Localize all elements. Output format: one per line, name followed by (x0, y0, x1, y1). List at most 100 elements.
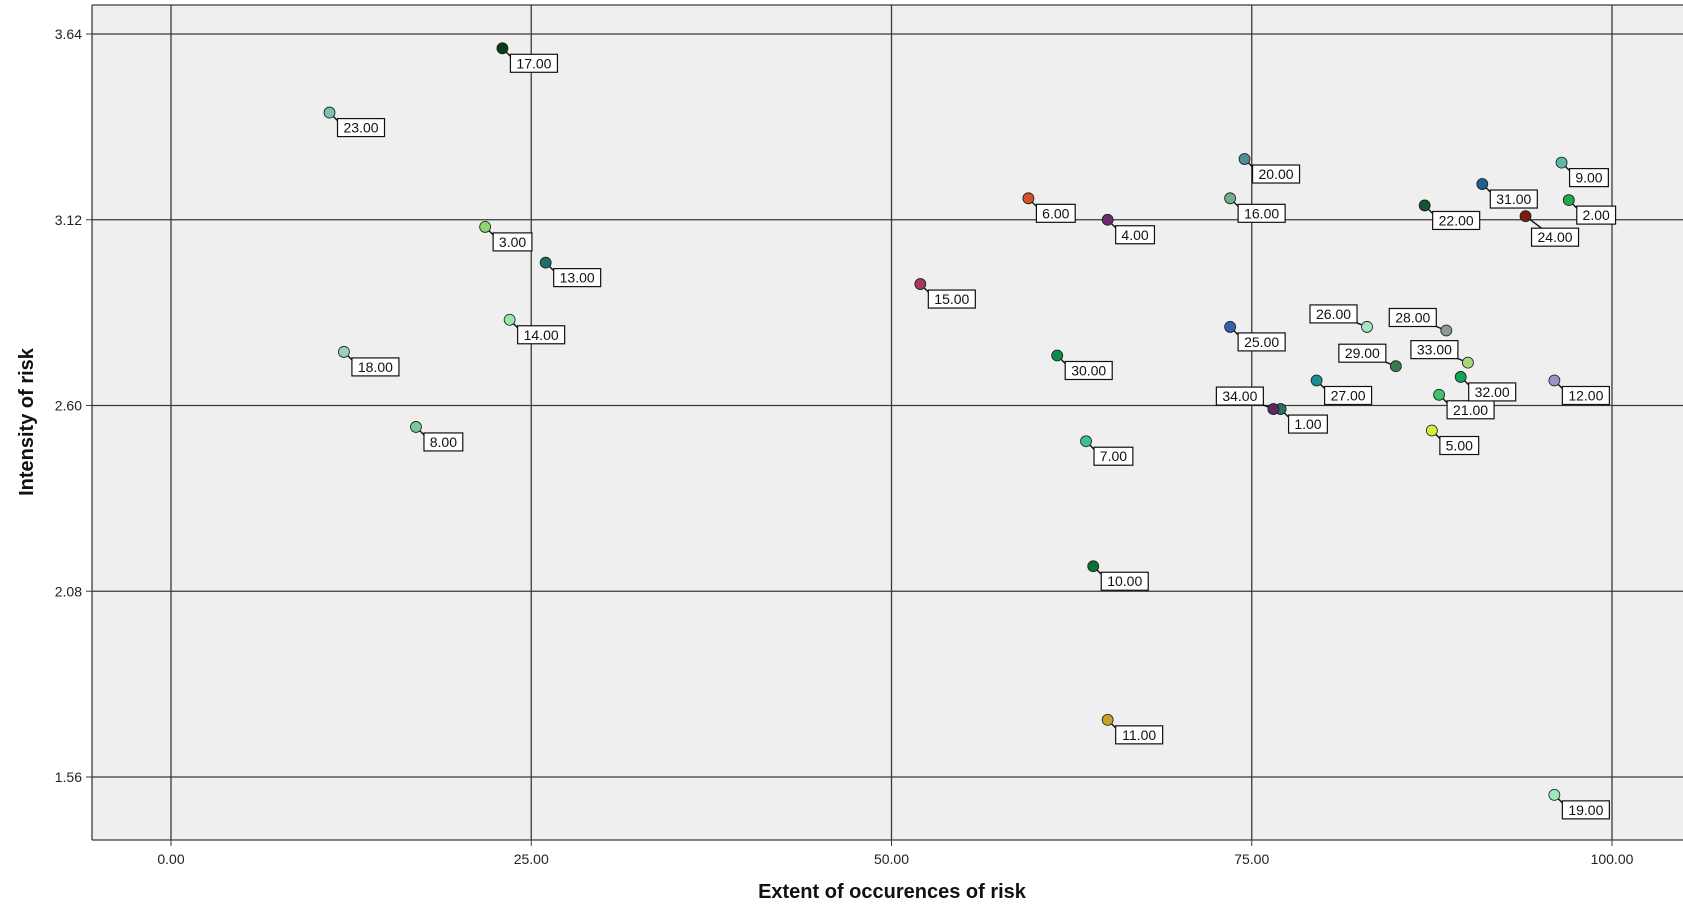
point-marker (1476, 178, 1489, 190)
data-point: 24.00 (1519, 210, 1580, 247)
data-point: 30.00 (1051, 349, 1113, 381)
point-marker (496, 42, 509, 55)
point-marker (479, 220, 492, 233)
point-marker (338, 346, 350, 358)
point-label-box (1115, 225, 1156, 245)
point-label: 34.00 (1222, 388, 1257, 404)
point-marker (1080, 435, 1092, 448)
y-tick-label: 2.08 (55, 583, 82, 599)
point-label: 4.00 (1121, 227, 1148, 243)
point-marker (1310, 374, 1323, 387)
data-point: 2.00 (1562, 194, 1617, 225)
point-label-box (351, 357, 400, 377)
point-marker (914, 278, 927, 290)
point-label: 17.00 (516, 55, 551, 71)
point-marker (1361, 321, 1373, 333)
point-marker (503, 313, 516, 326)
point-marker (1267, 403, 1280, 415)
point-label-box (1215, 386, 1264, 406)
data-point: 33.00 (1410, 340, 1474, 369)
point-label-box (1237, 332, 1286, 352)
data-point: 26.00 (1309, 304, 1373, 333)
point-marker (1087, 560, 1100, 573)
point-label-box (1100, 571, 1149, 591)
point-label: 31.00 (1496, 191, 1531, 207)
data-point: 13.00 (539, 256, 602, 288)
plot-background (92, 5, 1683, 840)
point-label: 13.00 (560, 270, 595, 286)
point-label: 7.00 (1100, 448, 1127, 464)
point-label: 23.00 (343, 120, 378, 136)
point-label-box (1323, 385, 1373, 406)
data-point: 15.00 (914, 278, 976, 309)
point-label: 18.00 (358, 359, 393, 375)
data-point: 10.00 (1087, 560, 1149, 591)
point-label-box (1530, 227, 1580, 247)
point-marker (1022, 192, 1035, 205)
point-label: 33.00 (1417, 342, 1452, 358)
point-marker (1418, 199, 1431, 212)
point-label: 5.00 (1446, 438, 1473, 454)
point-label: 29.00 (1345, 345, 1380, 361)
point-label: 10.00 (1107, 573, 1142, 589)
data-point: 14.00 (503, 313, 566, 345)
point-label: 32.00 (1475, 384, 1510, 400)
point-marker (1548, 788, 1561, 801)
data-point: 32.00 (1454, 371, 1517, 402)
point-marker (1101, 713, 1114, 726)
point-label-box (1489, 189, 1538, 209)
point-label: 14.00 (524, 327, 559, 343)
data-point: 1.00 (1274, 403, 1328, 434)
point-label: 1.00 (1294, 416, 1321, 432)
point-label-box (1468, 382, 1517, 402)
point-label-box (1237, 203, 1286, 223)
y-tick-label: 1.56 (55, 769, 82, 785)
point-marker (1555, 156, 1568, 169)
point-label-box (509, 53, 559, 73)
data-point: 28.00 (1388, 307, 1453, 337)
data-point: 4.00 (1101, 213, 1156, 245)
point-marker (1440, 324, 1453, 337)
point-marker (1224, 192, 1237, 205)
point-label: 11.00 (1122, 727, 1156, 743)
point-label: 9.00 (1575, 170, 1602, 186)
point-marker (1238, 153, 1251, 165)
point-label: 30.00 (1071, 362, 1106, 378)
point-label-box (1432, 210, 1481, 231)
y-tick-label: 2.60 (55, 398, 82, 414)
data-point: 22.00 (1418, 199, 1481, 231)
point-marker (1562, 194, 1575, 207)
point-label: 27.00 (1331, 387, 1366, 403)
y-tick-label: 3.12 (55, 212, 82, 228)
data-point: 9.00 (1555, 156, 1609, 188)
point-label: 20.00 (1259, 166, 1294, 182)
data-point: 18.00 (338, 346, 400, 377)
point-label-box (1388, 307, 1437, 328)
point-marker (1224, 321, 1237, 333)
point-label: 22.00 (1439, 212, 1474, 228)
point-label-box (1338, 343, 1387, 363)
point-label-box (336, 117, 386, 138)
x-tick-label: 100.00 (1591, 851, 1634, 867)
point-label-box (1115, 725, 1164, 745)
point-label: 6.00 (1042, 205, 1069, 221)
point-label: 24.00 (1538, 229, 1573, 245)
point-label-box (1561, 800, 1610, 820)
point-label: 26.00 (1316, 306, 1351, 322)
point-marker (1433, 388, 1445, 401)
point-label-box (1439, 435, 1480, 456)
data-point: 12.00 (1548, 374, 1610, 406)
point-marker (1051, 349, 1064, 362)
y-axis-title: Intensity of risk (16, 347, 38, 496)
point-label: 15.00 (934, 291, 969, 307)
data-point: 6.00 (1022, 192, 1076, 223)
point-label-box (1287, 414, 1328, 434)
point-label: 19.00 (1568, 802, 1603, 818)
data-point: 17.00 (496, 42, 559, 73)
data-point: 7.00 (1080, 435, 1134, 466)
point-marker (1101, 213, 1114, 226)
point-label-box (1410, 340, 1459, 360)
point-label: 2.00 (1583, 207, 1610, 223)
point-marker (410, 421, 422, 433)
